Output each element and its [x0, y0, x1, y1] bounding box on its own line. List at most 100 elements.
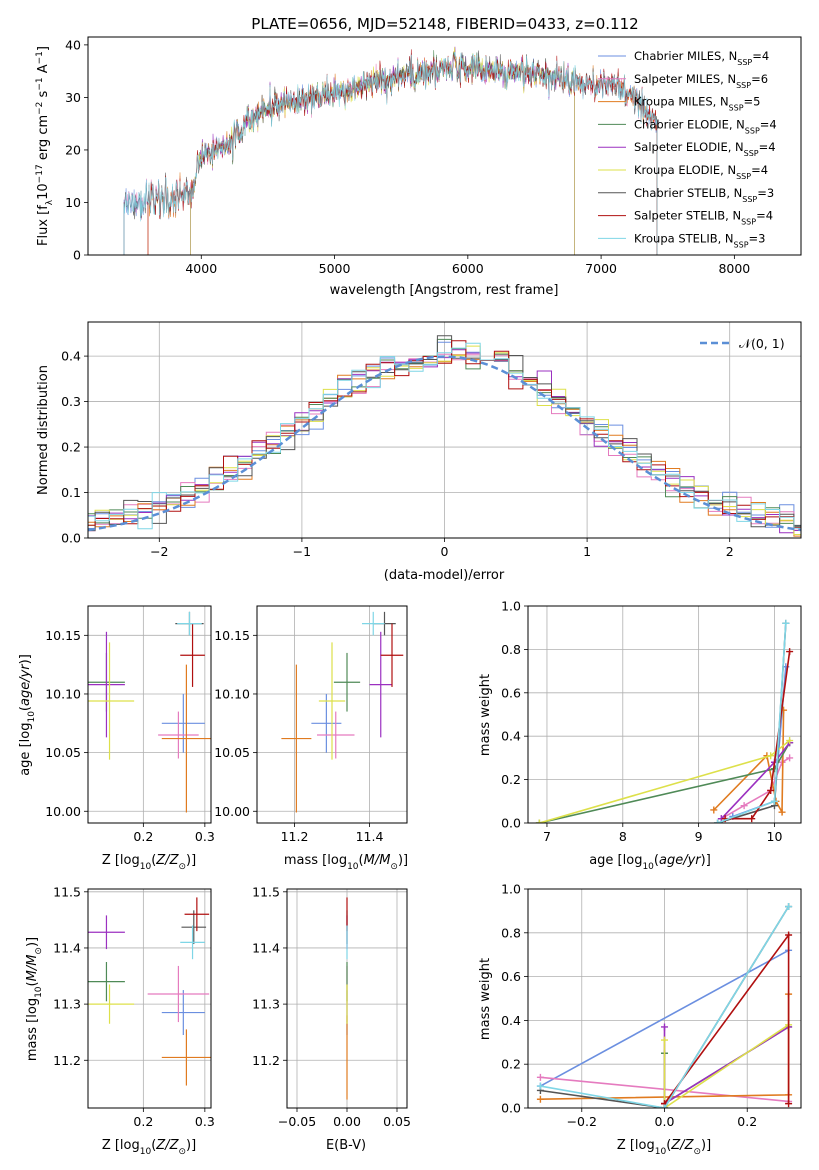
- weight-vs-z-ylabel: mass weight: [478, 958, 493, 1040]
- spectrum-xtick-label: 6000: [452, 261, 484, 276]
- weight-point-marker: [535, 819, 543, 823]
- spectrum-xtick-label: 8000: [718, 261, 750, 276]
- weight-vs-z-xlabel: Z [log10(Z/Z⊙)]: [617, 1138, 711, 1157]
- age-vs-mass-xlabel: mass [log10(M/M⊙)]: [284, 853, 408, 872]
- residuals-ylabel: Normed distribution: [36, 365, 51, 495]
- spectrum-legend-label: Kroupa MILES, NSSP=5: [634, 95, 760, 113]
- weight-line: [540, 906, 790, 1108]
- spectrum-series-line: [123, 51, 658, 255]
- spectrum-ytick-label: 30: [65, 90, 81, 105]
- spectrum-legend-label: Salpeter MILES, NSSP=6: [634, 72, 768, 90]
- residuals-xtick-label: 1: [583, 544, 591, 559]
- age_vs_Z-xtick-label: 0.3: [195, 829, 215, 844]
- gaussian-legend-label: 𝒩(0, 1): [739, 336, 785, 351]
- mass_vs_Z-xtick-label: 0.2: [133, 1114, 153, 1129]
- spectrum-ytick-label: 20: [65, 142, 81, 157]
- weight-point-marker: [782, 619, 790, 627]
- spectrum-plot-area: [123, 46, 658, 255]
- mass_vs_Z-axes: 0.2 0.3 11.2 11.3 11.4 11.5: [53, 884, 215, 1129]
- weight-line: [539, 742, 791, 823]
- weight_vs_Z-ytick-label: 0.6: [501, 969, 521, 984]
- spectrum-legend: Chabrier MILES, NSSP=4 Salpeter MILES, NS…: [598, 49, 777, 249]
- weight_vs_Z-xtick-label: −0.2: [567, 1114, 597, 1129]
- weight_vs_Z-xtick-label: 0.0: [655, 1114, 675, 1129]
- age_vs_mass-frame: [256, 605, 408, 824]
- spectrum-legend-label: Kroupa STELIB, NSSP=3: [634, 231, 765, 249]
- age_vs_Z-axes: 0.2 0.3 10.00 10.05 10.10 10.15: [45, 605, 215, 844]
- spectrum-xtick-label: 7000: [585, 261, 617, 276]
- weight-vs-age-panel: mass weight age [log10(age/yr)]: [478, 674, 711, 872]
- weight-vs-age-ylabel: mass weight: [478, 674, 493, 756]
- mass_vs_ebv-xtick-label: 0.00: [333, 1114, 361, 1129]
- weight-point-marker: [748, 815, 756, 823]
- weight_vs_age-xtick-label: 8: [619, 829, 627, 844]
- weight_vs_age-ytick-label: 0.4: [501, 729, 521, 744]
- weight_vs_age-xtick-label: 10: [767, 829, 783, 844]
- residuals-ytick-label: 0.1: [61, 485, 81, 500]
- residuals-ytick-label: 0.3: [61, 394, 81, 409]
- weight-point-marker: [536, 1073, 544, 1081]
- spectrum-xtick-label: 5000: [319, 261, 351, 276]
- age_vs_mass-xtick-label: 11.4: [356, 829, 384, 844]
- weight_vs_age-xtick-label: 7: [543, 829, 551, 844]
- weight-point-marker: [785, 931, 793, 939]
- spectrum-legend-label: Chabrier MILES, NSSP=4: [634, 49, 769, 67]
- weight-line: [717, 623, 787, 823]
- mass_vs_ebv-ytick-label: 11.4: [252, 940, 280, 955]
- mass-vs-ebv-xlabel: E(B-V): [326, 1138, 366, 1153]
- weight_vs_age-ytick-label: 0.8: [501, 642, 521, 657]
- residuals-xtick-label: −2: [150, 544, 168, 559]
- mass_vs_ebv-xtick-label: 0.05: [383, 1114, 411, 1129]
- weight_vs_Z-ytick-label: 0.2: [501, 1057, 521, 1072]
- age_vs_mass-axes: 11.2 11.4 10.00 10.05 10.10 10.15: [214, 605, 408, 844]
- spectrum-panel: Flux [fλ10−17 erg cm−2 s−1 A−1] waveleng…: [35, 46, 558, 298]
- residuals-xlabel: (data-model)/error: [384, 568, 505, 583]
- weight_vs_age-ytick-label: 0.2: [501, 772, 521, 787]
- weight_vs_Z-plot-area: [536, 903, 793, 1108]
- residuals-plot-area: [88, 335, 801, 537]
- weight-point-marker: [770, 797, 778, 805]
- weight_vs_age-ytick-label: 0.0: [501, 816, 521, 831]
- weight_vs_age-xtick-label: 9: [695, 829, 703, 844]
- residual-legend: 𝒩(0, 1): [700, 336, 785, 351]
- mass_vs_ebv-ytick-label: 11.5: [252, 884, 280, 899]
- weight-vs-age-xlabel: age [log10(age/yr)]: [589, 853, 711, 872]
- residuals-ytick-label: 0.2: [61, 440, 81, 455]
- age_vs_Z-ytick-label: 10.10: [45, 686, 81, 701]
- age_vs_Z-xtick-label: 0.2: [133, 829, 153, 844]
- mass_vs_ebv-ytick-label: 11.2: [252, 1053, 280, 1068]
- age-ylabel: age [log10(age/yr)]: [18, 654, 37, 776]
- age_vs_Z-ytick-label: 10.15: [45, 628, 81, 643]
- mass_vs_Z-plot-area: [88, 897, 211, 1086]
- mass-vs-ebv-panel: E(B-V): [326, 1138, 366, 1153]
- weight-line: [663, 1024, 790, 1108]
- weight-line: [663, 1026, 790, 1106]
- weight-vs-z-panel: mass weight Z [log10(Z/Z⊙)]: [478, 958, 711, 1157]
- mass_vs_ebv-axes: −0.05 0.00 0.05 11.2 11.3 11.4 11.5: [252, 884, 411, 1129]
- mass-vs-z-xlabel: Z [log10(Z/Z⊙)]: [102, 1138, 196, 1157]
- mass-vs-z-panel: mass [log10(M/M⊙)] Z [log10(Z/Z⊙)]: [25, 937, 196, 1157]
- mass_vs_Z-xtick-label: 0.3: [195, 1114, 215, 1129]
- weight-point-marker: [767, 786, 775, 794]
- residuals-panel: Normed distribution (data-model)/error: [36, 365, 505, 583]
- weight_vs_age-plot-area: [535, 619, 794, 823]
- weight-point-marker: [785, 1100, 793, 1108]
- spectrum-xlabel: wavelength [Angstrom, rest frame]: [330, 283, 559, 298]
- spectrum-ylabel: Flux [fλ10−17 erg cm−2 s−1 A−1]: [35, 46, 55, 246]
- weight-point-marker: [714, 819, 722, 823]
- spectrum-ytick-label: 0: [73, 248, 81, 263]
- weight-point-marker: [661, 1023, 668, 1031]
- weight_vs_Z-ytick-label: 0.4: [501, 1013, 521, 1028]
- weight-line: [713, 710, 785, 816]
- spectrum-legend-label: Kroupa ELODIE, NSSP=4: [634, 163, 768, 181]
- age_vs_mass-ytick-label: 10.15: [214, 628, 250, 643]
- residuals-frame: [87, 321, 802, 539]
- weight_vs_Z-frame: [527, 888, 802, 1109]
- spectrum-legend-label: Chabrier ELODIE, NSSP=4: [634, 117, 777, 135]
- age_vs_Z-ytick-label: 10.05: [45, 745, 81, 760]
- weight-point-marker: [786, 648, 794, 656]
- weight_vs_Z-axes: −0.2 0.0 0.2 0.0 0.2 0.4 0.6 0.8 1.0: [501, 882, 802, 1129]
- mass_vs_ebv-xtick-label: −0.05: [278, 1114, 316, 1129]
